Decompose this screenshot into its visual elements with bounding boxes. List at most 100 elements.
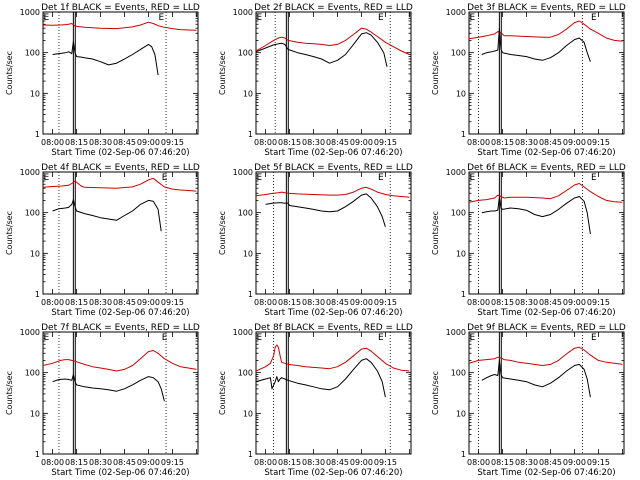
events-series-line bbox=[52, 40, 159, 76]
e-marker: E bbox=[162, 173, 168, 183]
y-tick-label: 1000 bbox=[233, 8, 253, 17]
x-tick-label: 08:15 bbox=[491, 298, 514, 307]
e-marker: E bbox=[257, 173, 263, 183]
e-marker: E bbox=[257, 333, 263, 343]
x-tick-label: 08:45 bbox=[326, 458, 349, 467]
y-tick-label: 100 bbox=[25, 209, 40, 218]
panel-title: Det 7f BLACK = Events, RED = LLD bbox=[41, 323, 200, 333]
x-axis-label: Start Time (02-Sep-06 07:46:20) bbox=[264, 308, 402, 318]
events-series-line bbox=[256, 32, 388, 67]
x-tick-label: 08:30 bbox=[515, 298, 538, 307]
x-tick-label: 08:30 bbox=[89, 298, 112, 307]
x-tick-label: 08:45 bbox=[326, 298, 349, 307]
y-tick-label: 1 bbox=[461, 130, 466, 139]
panel-title: Det 5f BLACK = Events, RED = LLD bbox=[254, 163, 413, 173]
plot-frame bbox=[255, 331, 412, 455]
y-tick-label: 100 bbox=[238, 369, 253, 378]
x-tick-label: 09:00 bbox=[137, 298, 160, 307]
panel-title: Det 4f BLACK = Events, RED = LLD bbox=[41, 163, 200, 173]
y-tick-label: 10 bbox=[456, 409, 466, 418]
y-tick-label: 1000 bbox=[20, 328, 40, 337]
x-axis-label: Start Time (02-Sep-06 07:46:20) bbox=[264, 148, 402, 158]
x-tick-label: 09:15 bbox=[587, 298, 610, 307]
y-tick-label: 100 bbox=[451, 369, 466, 378]
e-marker: E bbox=[591, 333, 597, 343]
x-tick-label: 09:15 bbox=[161, 138, 184, 147]
x-tick-label: 09:00 bbox=[563, 138, 586, 147]
events-series-line bbox=[265, 193, 386, 227]
x-tick-label: 09:00 bbox=[137, 138, 160, 147]
x-tick-label: 08:45 bbox=[539, 458, 562, 467]
x-tick-label: 08:15 bbox=[278, 138, 301, 147]
lld-series-line bbox=[256, 186, 410, 198]
plot-frame bbox=[42, 11, 199, 135]
e-marker: E bbox=[591, 173, 597, 183]
e-marker: E bbox=[44, 333, 50, 343]
x-tick-label: 08:00 bbox=[467, 298, 490, 307]
x-axis-label: Start Time (02-Sep-06 07:46:20) bbox=[264, 468, 402, 478]
x-tick-label: 09:00 bbox=[350, 138, 373, 147]
events-series-line bbox=[256, 358, 386, 398]
events-series-line bbox=[52, 199, 162, 232]
y-axis-label: Counts/sec bbox=[218, 371, 227, 415]
x-tick-label: 09:00 bbox=[137, 458, 160, 467]
x-tick-label: 09:15 bbox=[587, 458, 610, 467]
x-tick-label: 08:00 bbox=[467, 458, 490, 467]
y-tick-label: 100 bbox=[451, 49, 466, 58]
y-tick-label: 1000 bbox=[20, 168, 40, 177]
x-tick-label: 08:00 bbox=[41, 298, 64, 307]
x-tick-label: 08:00 bbox=[41, 138, 64, 147]
x-tick-label: 08:00 bbox=[254, 458, 277, 467]
lld-series-line bbox=[469, 346, 623, 366]
e-marker: E bbox=[470, 13, 476, 23]
x-tick-label: 08:45 bbox=[113, 138, 136, 147]
y-tick-label: 10 bbox=[243, 249, 253, 258]
panel-det-3: Det 3f BLACK = Events, RED = LLD 1 10 100 10… bbox=[431, 3, 626, 158]
x-tick-label: 08:30 bbox=[515, 138, 538, 147]
x-tick-label: 08:30 bbox=[89, 138, 112, 147]
e-marker: E bbox=[162, 333, 168, 343]
x-axis-label: Start Time (02-Sep-06 07:46:20) bbox=[477, 308, 615, 318]
y-axis-label: Counts/sec bbox=[5, 371, 14, 415]
x-tick-label: 08:15 bbox=[65, 458, 88, 467]
y-axis-label: Counts/sec bbox=[431, 51, 440, 95]
panel-title: Det 2f BLACK = Events, RED = LLD bbox=[254, 3, 413, 13]
x-tick-label: 08:15 bbox=[491, 458, 514, 467]
events-series-line bbox=[481, 27, 591, 62]
panel-det-9: Det 9f BLACK = Events, RED = LLD 1 10 100 10… bbox=[431, 323, 626, 478]
y-tick-label: 1000 bbox=[446, 328, 466, 337]
panel-title: Det 6f BLACK = Events, RED = LLD bbox=[467, 163, 626, 173]
x-axis-label: Start Time (02-Sep-06 07:46:20) bbox=[51, 148, 189, 158]
y-tick-label: 100 bbox=[25, 369, 40, 378]
lld-series-line bbox=[469, 20, 623, 42]
y-tick-label: 1 bbox=[35, 450, 40, 459]
lld-series-line bbox=[256, 27, 410, 55]
y-axis-label: Counts/sec bbox=[218, 51, 227, 95]
x-tick-label: 09:15 bbox=[161, 298, 184, 307]
x-tick-label: 08:45 bbox=[539, 138, 562, 147]
plot-frame bbox=[255, 11, 412, 135]
lld-series-line bbox=[43, 177, 197, 192]
y-tick-label: 100 bbox=[238, 49, 253, 58]
plot-frame bbox=[468, 11, 625, 135]
x-tick-label: 08:45 bbox=[539, 298, 562, 307]
x-tick-label: 08:00 bbox=[254, 138, 277, 147]
panel-det-1: Det 1f BLACK = Events, RED = LLD 1 10 100 10… bbox=[5, 3, 200, 158]
y-tick-label: 1000 bbox=[446, 8, 466, 17]
y-tick-label: 1 bbox=[461, 450, 466, 459]
events-series-line bbox=[481, 359, 591, 398]
e-marker: E bbox=[378, 13, 384, 23]
x-tick-label: 08:00 bbox=[467, 138, 490, 147]
lld-series-line bbox=[43, 21, 197, 31]
x-tick-label: 08:15 bbox=[278, 458, 301, 467]
panel-title: Det 3f BLACK = Events, RED = LLD bbox=[467, 3, 626, 13]
x-axis-label: Start Time (02-Sep-06 07:46:20) bbox=[477, 148, 615, 158]
y-axis-label: Counts/sec bbox=[431, 211, 440, 255]
x-tick-label: 09:15 bbox=[374, 458, 397, 467]
x-tick-label: 08:30 bbox=[89, 458, 112, 467]
e-marker: E bbox=[44, 173, 50, 183]
panel-det-5: Det 5f BLACK = Events, RED = LLD 1 10 100 10… bbox=[218, 163, 413, 318]
y-tick-label: 10 bbox=[30, 249, 40, 258]
x-tick-label: 08:30 bbox=[515, 458, 538, 467]
